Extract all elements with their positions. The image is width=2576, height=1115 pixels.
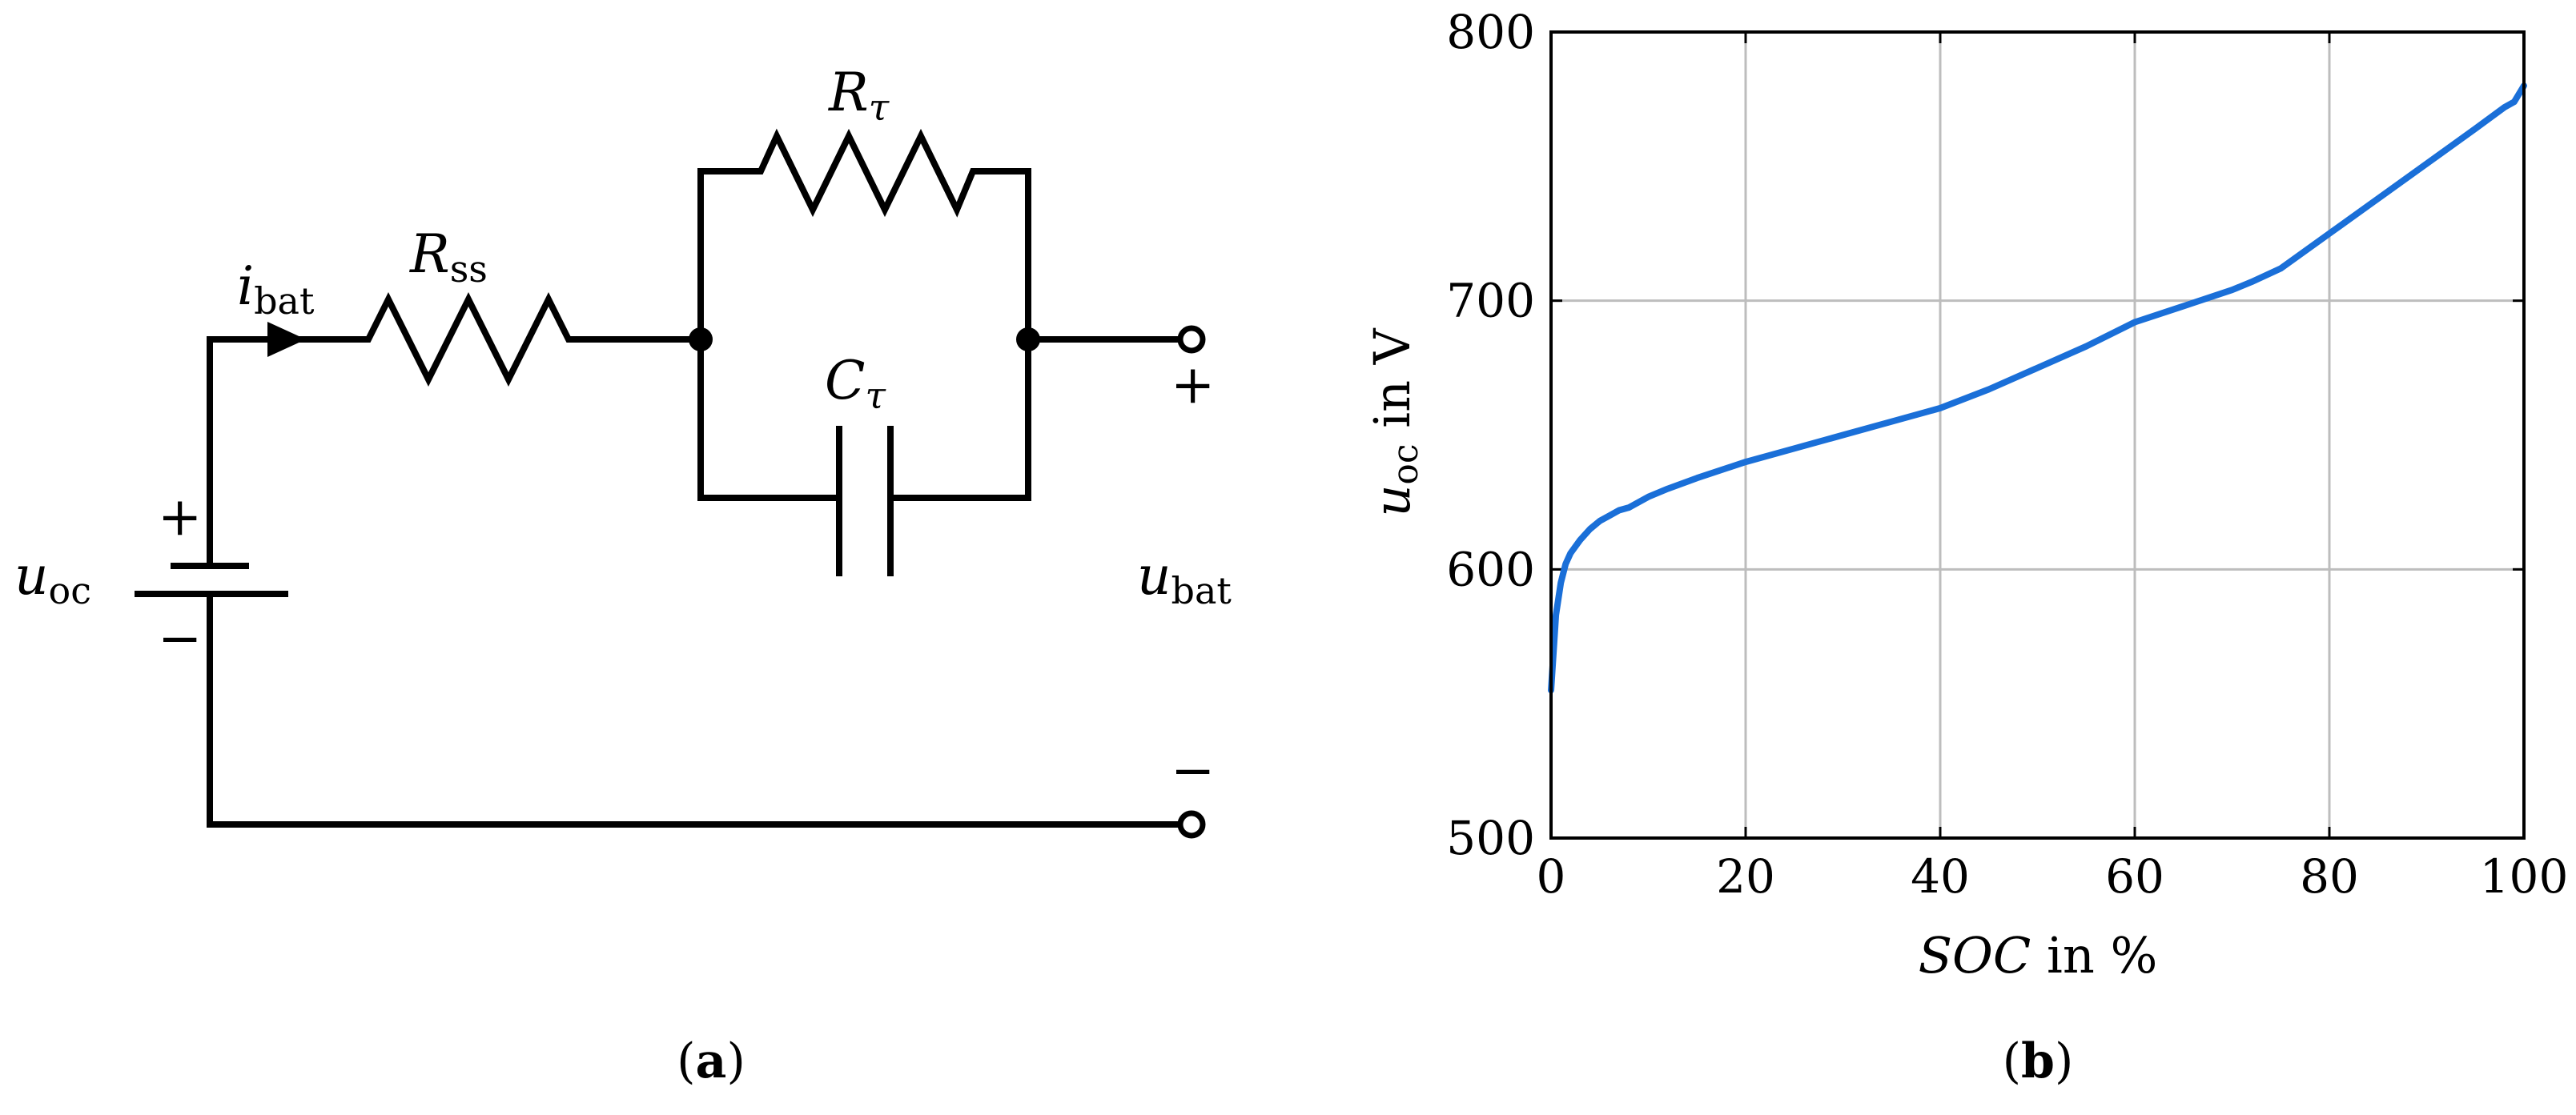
axis-ticks	[1549, 30, 2526, 840]
y-axis-label: uoc in V	[1363, 327, 1426, 516]
output-plus-sign: +	[1171, 354, 1215, 415]
resistor-r-ss	[349, 292, 704, 387]
terminal-plus	[1177, 325, 1206, 354]
grid-lines	[1551, 32, 2524, 838]
x-tick-label: 100	[2480, 849, 2569, 904]
plot-frame	[1549, 30, 2526, 840]
caption-a: (a)	[677, 1033, 745, 1089]
circuit-diagram: Rτ Rss Cτ ibat uoc ubat + − + − (a)	[14, 62, 1232, 1089]
output-minus-sign: −	[1171, 740, 1215, 801]
x-axis-label: SOC in %	[1919, 926, 2158, 985]
label-i-bat: ibat	[237, 255, 315, 323]
y-tick-label: 800	[1446, 5, 1535, 59]
label-c-tau: Cτ	[825, 350, 887, 417]
battery-plus-sign: +	[158, 486, 202, 547]
x-tick-label: 40	[1911, 849, 1970, 904]
x-tick-label: 20	[1716, 849, 1775, 904]
junction-dot-left	[689, 327, 713, 351]
label-r-ss: Rss	[409, 223, 488, 291]
current-arrow	[267, 322, 306, 357]
label-u-oc: uoc	[14, 545, 91, 612]
tick-labels: 0 20 40 60 80 100 500 600 700 800	[1446, 5, 2568, 904]
label-r-tau: Rτ	[828, 62, 890, 129]
soc-ocv-chart: 0 20 40 60 80 100 500 600 700 800 SOC in % uoc in…	[1363, 5, 2568, 1089]
battery-minus-sign: −	[158, 608, 202, 669]
caption-b: (b)	[2003, 1033, 2074, 1089]
x-tick-label: 60	[2105, 849, 2164, 904]
y-tick-label: 700	[1446, 274, 1535, 328]
terminal-minus	[1177, 810, 1206, 839]
wire-left-lower	[207, 591, 1182, 828]
label-u-bat: ubat	[1137, 545, 1232, 612]
series-line-uoc	[1548, 82, 2527, 694]
resistor-r-tau	[697, 128, 1031, 218]
y-tick-label: 500	[1446, 811, 1535, 865]
y-tick-label: 600	[1446, 542, 1535, 596]
x-tick-label: 80	[2300, 849, 2359, 904]
x-tick-label: 0	[1537, 849, 1566, 904]
